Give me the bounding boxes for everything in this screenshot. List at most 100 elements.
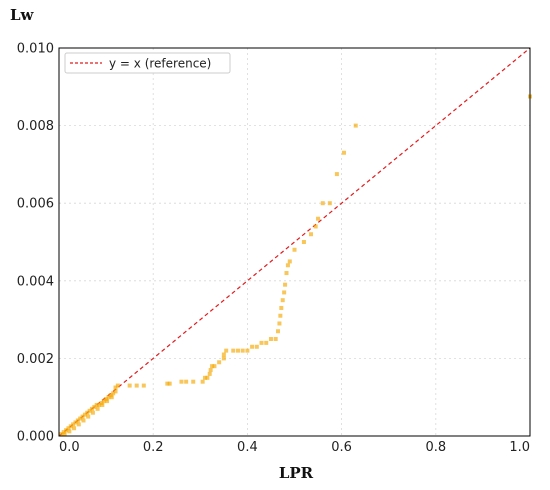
data-point <box>279 305 284 310</box>
data-point <box>254 344 259 349</box>
data-point <box>313 224 318 229</box>
data-points <box>59 94 532 437</box>
x-tick-labels: 0.0 0.2 0.4 0.6 0.8 1.0 <box>59 440 530 455</box>
data-point <box>64 428 69 433</box>
x-tick-label: 0.6 <box>331 440 352 455</box>
data-point <box>86 414 91 419</box>
legend-box <box>64 52 231 74</box>
data-point <box>179 379 184 384</box>
data-point <box>231 348 236 353</box>
data-point <box>285 263 290 268</box>
data-point <box>76 422 81 427</box>
data-point <box>113 389 118 394</box>
data-point <box>224 348 229 353</box>
data-point <box>62 432 67 437</box>
data-point <box>90 410 95 415</box>
data-point <box>81 418 86 423</box>
data-point <box>134 383 139 388</box>
data-point <box>250 344 255 349</box>
data-point <box>100 402 105 407</box>
data-point <box>92 404 97 409</box>
y-tick-label: 0.002 <box>17 352 54 367</box>
legend-reference-label: y = x (reference) <box>109 57 211 71</box>
data-point <box>67 429 72 434</box>
data-point <box>221 352 226 357</box>
x-tick-label: 0.2 <box>143 440 164 455</box>
data-point <box>273 337 278 341</box>
x-tick-label: 1.0 <box>509 440 530 455</box>
data-point <box>87 408 92 413</box>
data-point <box>353 123 358 128</box>
data-point <box>208 368 213 373</box>
data-point <box>106 395 111 400</box>
x-tick-label: 0.8 <box>425 440 446 455</box>
data-point <box>72 426 77 431</box>
y-axis-title: Lw <box>10 6 35 24</box>
data-point <box>165 381 170 386</box>
data-point <box>212 364 217 369</box>
data-point <box>191 379 196 384</box>
data-point <box>287 259 292 264</box>
data-point <box>259 340 264 345</box>
y-tick-labels: 0.000 0.002 0.004 0.006 0.008 0.010 <box>17 42 54 445</box>
data-point <box>167 381 172 386</box>
data-point <box>113 385 118 390</box>
data-point <box>217 360 222 365</box>
data-point <box>221 356 226 361</box>
y-tick-label: 0.010 <box>17 42 54 57</box>
y-tick-label: 0.008 <box>17 119 54 134</box>
data-point <box>276 329 281 334</box>
data-point <box>95 406 100 411</box>
data-point <box>316 216 321 221</box>
data-point <box>341 150 346 155</box>
data-point <box>283 282 288 287</box>
plot-frame <box>58 47 531 437</box>
data-point <box>235 348 240 353</box>
data-point <box>111 391 116 396</box>
data-point <box>301 240 306 244</box>
data-point <box>73 420 78 425</box>
y-tick-label: 0.000 <box>17 430 54 445</box>
data-point <box>205 375 210 380</box>
data-point <box>109 395 114 400</box>
data-point <box>94 402 99 407</box>
data-point <box>284 271 289 276</box>
data-point <box>280 298 285 303</box>
data-point <box>282 290 287 295</box>
data-point <box>240 348 245 353</box>
y-tick-label: 0.006 <box>17 197 54 212</box>
x-axis-title: LPR <box>279 464 314 482</box>
data-point <box>71 422 76 427</box>
data-point <box>68 424 73 429</box>
x-tick-label: 0.0 <box>59 440 80 455</box>
data-point <box>203 375 208 380</box>
data-point <box>75 418 80 423</box>
data-point <box>210 364 215 369</box>
data-point <box>89 406 94 411</box>
data-point <box>115 383 120 388</box>
data-point <box>127 383 132 388</box>
data-point <box>200 379 205 384</box>
data-point <box>277 321 282 326</box>
data-point <box>264 340 269 345</box>
data-point <box>80 414 85 419</box>
legend: y = x (reference) <box>64 52 231 74</box>
data-point <box>320 201 325 206</box>
data-point <box>207 371 212 376</box>
data-point <box>292 247 297 252</box>
data-point <box>278 313 283 318</box>
data-point <box>101 399 106 404</box>
data-point <box>78 416 83 421</box>
data-point <box>141 383 146 388</box>
data-point <box>59 432 64 437</box>
x-tick-label: 0.4 <box>237 440 258 455</box>
y-tick-label: 0.004 <box>17 274 54 289</box>
data-point <box>308 232 313 237</box>
reference-line <box>58 47 531 437</box>
data-point <box>245 348 250 353</box>
data-point <box>334 172 339 177</box>
data-point <box>184 379 189 384</box>
data-point <box>105 399 110 404</box>
data-point <box>82 412 87 417</box>
